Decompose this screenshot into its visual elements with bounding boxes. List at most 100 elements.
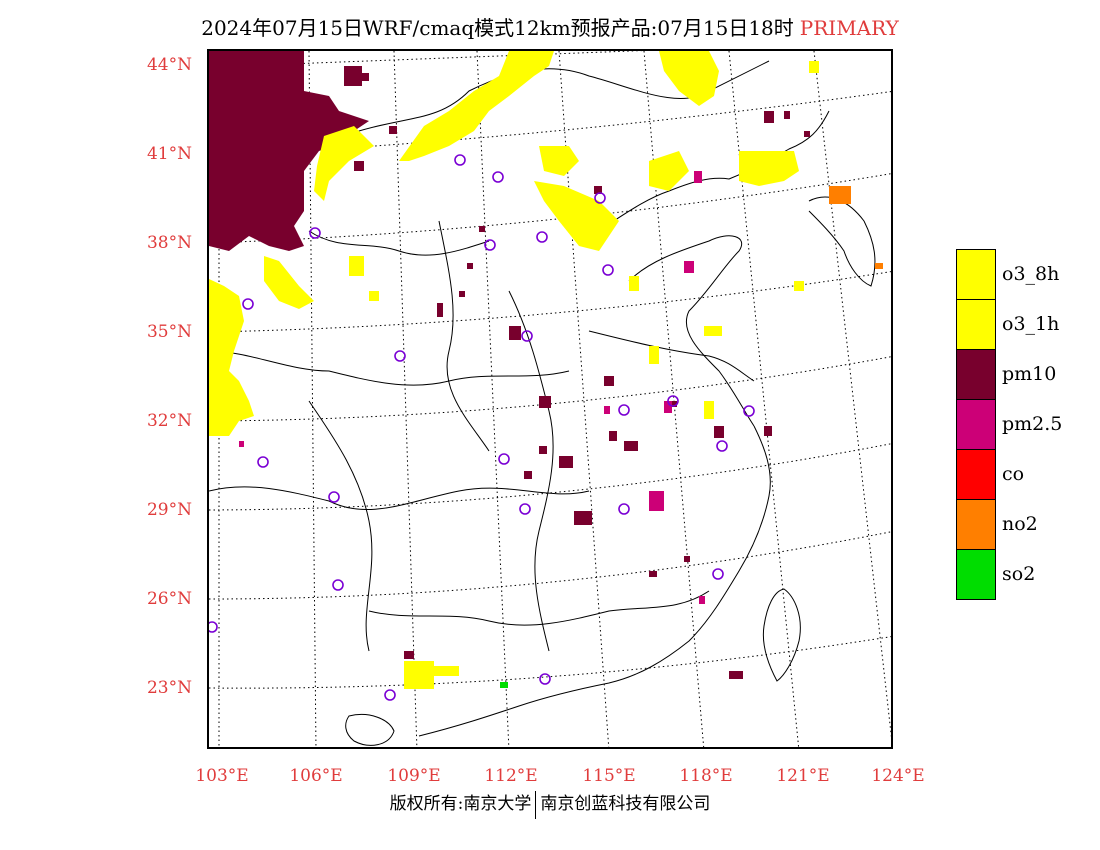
o3-patch xyxy=(704,401,714,419)
pm25-patch xyxy=(664,401,672,413)
so2-regions xyxy=(500,682,508,688)
map-panel xyxy=(207,49,893,749)
station-marker xyxy=(618,503,630,515)
o3-patch xyxy=(404,661,434,689)
o3-patch xyxy=(369,291,379,301)
o3-patch xyxy=(704,326,722,336)
station-marker xyxy=(492,171,504,183)
legend-swatch xyxy=(956,449,996,500)
legend-swatch xyxy=(956,249,996,300)
pm10-patch xyxy=(467,263,473,269)
o3-patch xyxy=(649,346,659,364)
o3-region-bohai xyxy=(649,151,689,191)
station-marker xyxy=(257,456,269,468)
lat-label-41: 41°N xyxy=(146,144,192,164)
station-marker xyxy=(536,231,548,243)
legend-swatch xyxy=(956,299,996,350)
o3-patch xyxy=(349,256,364,276)
pm10-patch xyxy=(804,131,810,137)
pm10-patch xyxy=(624,441,638,451)
pm10-patch xyxy=(389,126,397,134)
station-marker xyxy=(602,264,614,276)
lat-line-32 xyxy=(209,356,891,422)
pm25-patch xyxy=(699,596,705,604)
station-marker xyxy=(618,404,630,416)
copyright-footer: 版权所有:南京大学 南京创蓝科技有限公司 xyxy=(0,789,1100,819)
o3-patch xyxy=(434,666,459,676)
pm10-patch xyxy=(559,456,573,468)
station-marker xyxy=(521,330,533,342)
lon-label-103: 103°E xyxy=(195,766,249,786)
pm25-patch xyxy=(649,491,664,511)
pm25-patch xyxy=(694,171,702,183)
province-line-f xyxy=(368,590,710,626)
pm10-patch xyxy=(524,471,532,479)
o3-region-west xyxy=(209,279,254,436)
pm10-patch xyxy=(344,66,362,86)
coastline-bohai xyxy=(588,110,830,237)
station-marker xyxy=(394,350,406,362)
legend-swatch xyxy=(956,399,996,450)
o3-region-north-edge xyxy=(314,126,374,201)
station-marker xyxy=(332,579,344,591)
o3-patch xyxy=(809,61,819,73)
lat-label-26: 26°N xyxy=(146,589,192,609)
legend-label: no2 xyxy=(1002,513,1038,535)
pm25-patch xyxy=(684,261,694,273)
footer-divider xyxy=(535,790,537,819)
lon-line-124 xyxy=(813,51,891,738)
pm10-patch xyxy=(437,303,443,317)
pm10-patch xyxy=(594,186,602,194)
station-marker xyxy=(328,491,340,503)
o3-region-inner-mongolia-east xyxy=(539,146,579,176)
pm10-patch xyxy=(404,651,414,659)
pm10-patch xyxy=(764,426,772,436)
pm25-patch xyxy=(239,441,244,447)
pm10-patch xyxy=(354,161,364,171)
legend-swatch xyxy=(956,349,996,400)
lat-line-23 xyxy=(209,636,891,689)
coastline-east-sea xyxy=(418,425,771,737)
o3-region-north-china xyxy=(534,181,619,251)
legend-label: o3_8h xyxy=(1002,263,1060,285)
title-main: 2024年07月15日WRF/cmaq模式12km预报产品:07月15日18时 xyxy=(201,16,794,40)
lon-line-112 xyxy=(476,51,510,747)
province-line-g xyxy=(308,230,490,256)
title-highlight: PRIMARY xyxy=(799,16,899,40)
station-marker xyxy=(667,395,679,407)
pm10-patch xyxy=(539,446,547,454)
hainan-outline xyxy=(345,714,395,746)
taiwan-outline xyxy=(762,588,801,682)
lat-label-44: 44°N xyxy=(146,55,192,75)
lon-label-106: 106°E xyxy=(289,766,343,786)
lat-label-23: 23°N xyxy=(146,678,192,698)
lat-line-26 xyxy=(209,531,891,600)
figure-title: 2024年07月15日WRF/cmaq模式12km预报产品:07月15日18时 P… xyxy=(0,12,1100,41)
korea-outline xyxy=(808,196,876,287)
legend-label: o3_1h xyxy=(1002,313,1060,335)
pm10-patch xyxy=(684,556,690,562)
station-marker xyxy=(539,673,551,685)
pm10-patch xyxy=(604,376,614,386)
coastline-yellow-sea xyxy=(628,235,755,427)
legend-swatch xyxy=(956,549,996,600)
legend-swatch xyxy=(956,499,996,550)
pm10-patch xyxy=(584,516,592,524)
pm10-patch xyxy=(359,73,369,81)
lon-label-115: 115°E xyxy=(582,766,636,786)
legend-label: so2 xyxy=(1002,563,1036,585)
lat-label-32: 32°N xyxy=(146,411,192,431)
station-marker xyxy=(209,621,218,633)
no2-patch xyxy=(875,263,883,269)
lon-label-118: 118°E xyxy=(679,766,733,786)
pm10-patch xyxy=(609,431,617,441)
no2-patch xyxy=(829,186,851,204)
o3-region-northeast xyxy=(739,151,799,186)
station-marker xyxy=(519,503,531,515)
province-line-c xyxy=(308,400,373,652)
pm10-patch xyxy=(649,571,657,577)
lon-label-121: 121°E xyxy=(776,766,830,786)
pm10-patch xyxy=(714,426,724,438)
o3-region-top-right xyxy=(659,51,719,106)
